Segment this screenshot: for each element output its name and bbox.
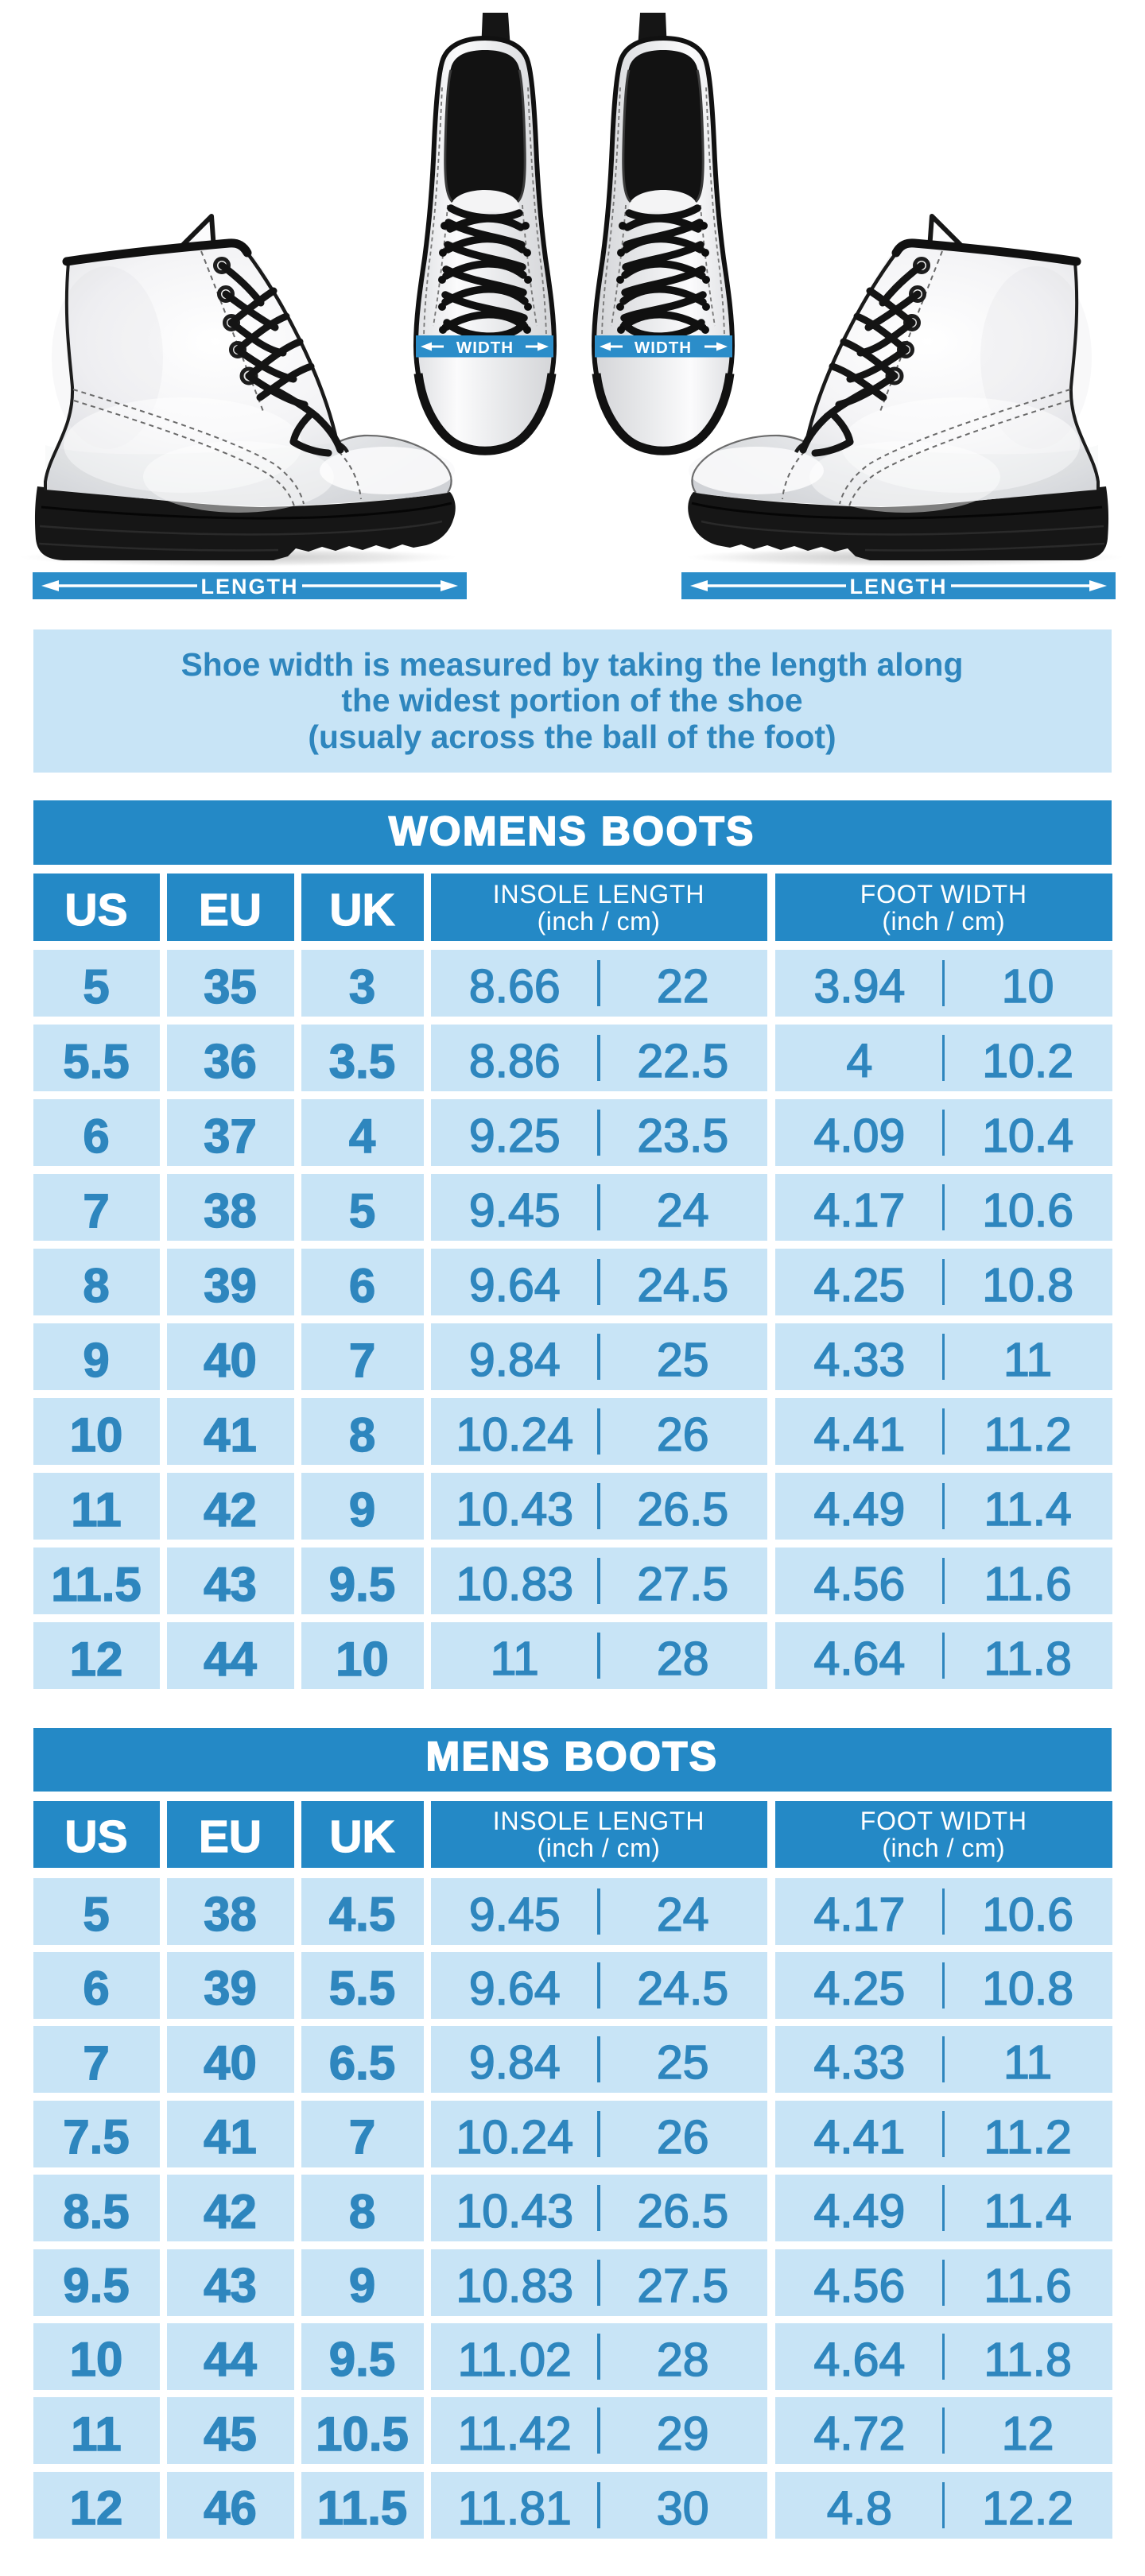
svg-text:LENGTH: LENGTH	[201, 575, 299, 598]
svg-text:LENGTH: LENGTH	[850, 575, 948, 598]
svg-text:WIDTH: WIDTH	[456, 339, 514, 357]
svg-text:WIDTH: WIDTH	[635, 339, 692, 357]
